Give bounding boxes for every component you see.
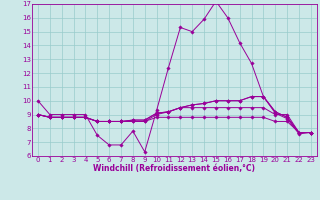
X-axis label: Windchill (Refroidissement éolien,°C): Windchill (Refroidissement éolien,°C) <box>93 164 255 173</box>
